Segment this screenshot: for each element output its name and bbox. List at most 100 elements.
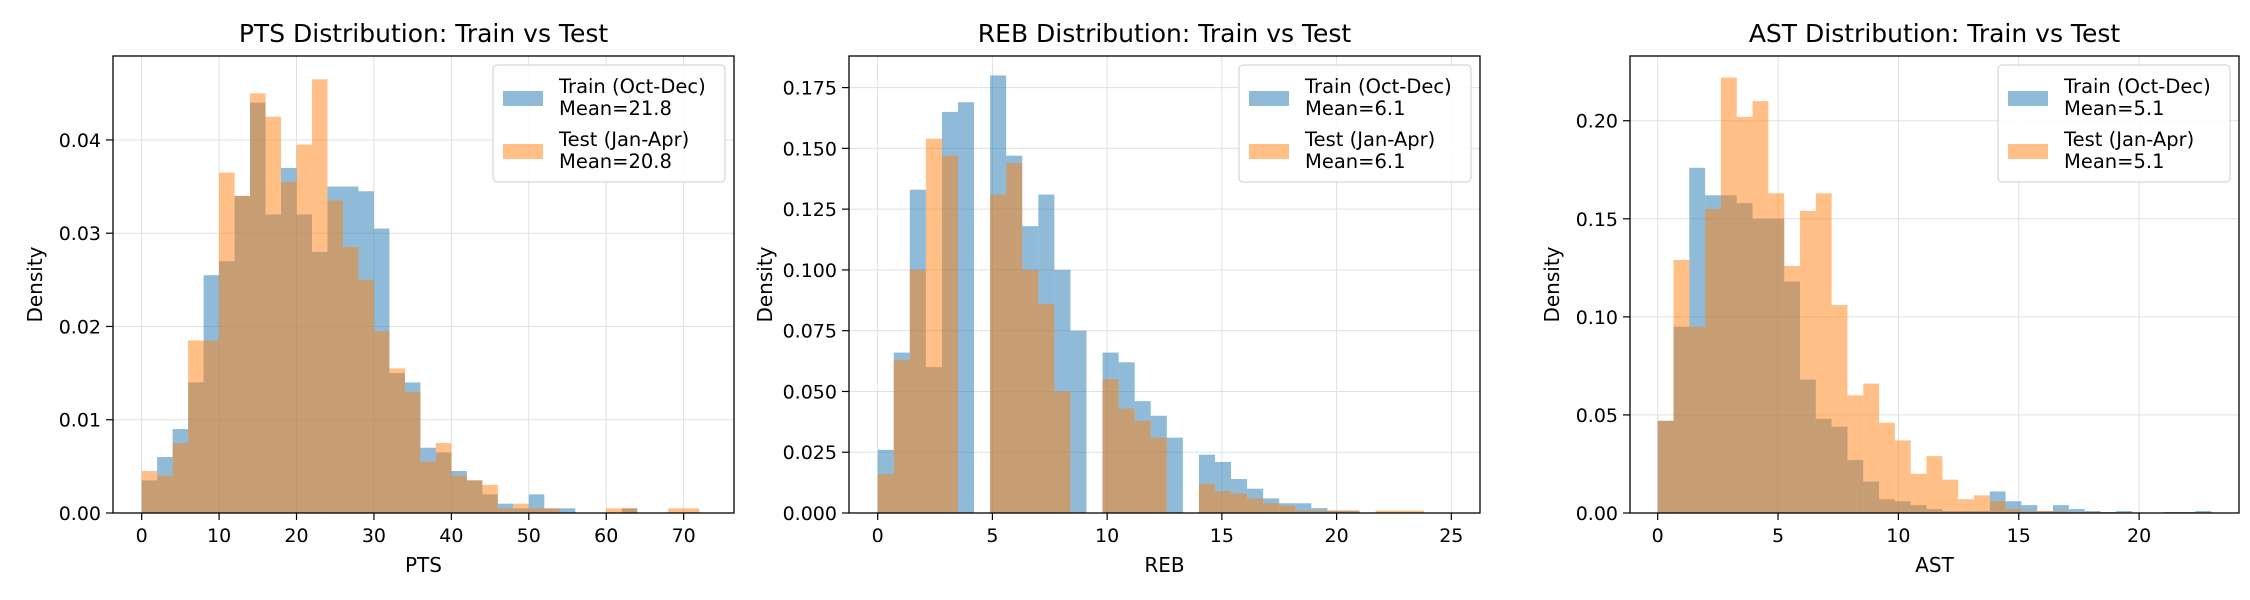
x-tick-label: 15 [1210,525,1234,547]
y-tick-label: 0.20 [1576,111,1618,133]
y-axis-label: Density [1540,246,1564,322]
panel-ast: 0 5 10 15 20 0.00 0.05 0.10 0.15 0.20 AST Distribu… [1540,19,2240,577]
x-tick-label: 20 [284,525,308,547]
panel-reb: 0 5 10 15 20 25 0.000 0.025 0.050 0.075 0.100 0.125… [753,19,1481,577]
histogram-bar [281,181,297,514]
series-test [1657,77,2069,514]
histogram-bar [1134,420,1151,513]
legend-swatch [2008,91,2048,106]
histogram-bar [1343,510,1360,513]
x-tick-label: 15 [2007,525,2031,547]
histogram-bar [1102,379,1119,513]
x-axis-label: AST [1915,553,1954,577]
histogram-bar [909,269,926,513]
y-axis-label: Density [23,246,47,322]
histogram-bar [1263,503,1280,513]
x-tick-label: 60 [594,525,618,547]
y-axis-label: Density [753,246,777,322]
histogram-bar [1247,498,1264,513]
histogram-bar [482,485,498,513]
histogram-bar [466,480,483,513]
histogram-bar [1295,510,1312,513]
histogram-bar [311,79,328,513]
y-tick-label: 0.03 [59,223,101,245]
y-tick-label: 0.100 [783,260,837,282]
panel-pts: 0 10 20 30 40 50 60 70 0.00 0.01 0.02 0.03 0.04 PTS D… [23,19,735,577]
y-tick-label: 0.000 [783,503,837,525]
histogram-bar [513,503,529,513]
histogram-bar [157,475,173,513]
y-tick-label: 0.10 [1576,307,1618,329]
legend-box [1238,64,1472,183]
y-tick-label: 0.150 [783,138,837,160]
legend: Train (Oct-Dec)Mean=21.8 Test (Jan-Apr)Me… [492,64,726,183]
histogram-bar [1720,77,1737,513]
histogram-bar [420,461,436,513]
histogram-bar [2068,509,2085,513]
histogram-bar [1942,479,1959,513]
histogram-bar [990,194,1007,513]
histogram-bar [404,391,421,513]
legend-label: Train (Oct-Dec) [2063,75,2211,98]
x-tick-label: 20 [1324,525,1348,547]
y-tick-label: 0.025 [783,442,837,464]
series-test [141,79,700,514]
x-tick-label: 0 [872,525,884,547]
histogram-bar [877,474,894,513]
histogram-bar [250,93,266,513]
histogram-bar [1657,420,1674,513]
x-tick-label: 0 [1652,525,1664,547]
legend-swatch [1249,144,1289,159]
histogram-bar [435,443,452,513]
histogram-bar [2021,505,2038,513]
legend-label: Test (Jan-Apr) [1304,128,1435,151]
x-tick-label: 10 [1886,525,1910,547]
histogram-bar [2053,505,2069,513]
x-tick-label: 40 [439,525,463,547]
x-tick-label: 30 [362,525,386,547]
histogram-bar [219,172,235,513]
histogram-bar [1847,395,1864,513]
y-tick-label: 0.02 [59,316,101,338]
y-tick-label: 0.125 [783,199,837,221]
axes-frame [112,55,735,514]
histogram-bar [1689,326,1706,513]
histogram-bar [188,340,204,513]
x-tick-label: 0 [136,525,148,547]
chart-title: AST Distribution: Train vs Test [1749,19,2121,48]
histogram-bar [389,368,405,513]
histogram-bar [1831,305,1848,513]
legend-swatch [503,144,543,159]
series-test [877,138,1424,514]
histogram-bar [683,508,700,513]
legend-swatch [2008,144,2048,159]
histogram-bar [1736,116,1753,513]
x-tick-label: 25 [1439,525,1463,547]
y-tick-label: 0.05 [1576,405,1618,427]
histogram-bar [2037,511,2054,513]
y-tick-label: 0.01 [59,410,101,432]
histogram-bar [296,144,312,513]
histogram-bar [327,200,343,513]
histogram-bar [1910,473,1927,513]
y-tick-label: 0.04 [59,130,101,152]
legend-label: Mean=20.8 [559,150,672,173]
histogram-bar [2005,509,2022,513]
x-tick-label: 5 [986,525,998,547]
chart-title: REB Distribution: Train vs Test [978,19,1352,48]
histogram-bar [544,508,560,513]
x-axis-label: PTS [405,553,442,577]
legend-label: Mean=6.1 [1305,150,1405,173]
y-tick-label: 0.00 [59,503,101,525]
histogram-bar [2195,511,2212,513]
histogram-bar [1118,408,1135,513]
histogram-bar [1150,437,1167,513]
histogram-bar [358,279,374,513]
histogram-bar [893,359,910,513]
histogram-bar [1054,391,1071,513]
legend-label: Test (Jan-Apr) [2063,128,2194,151]
histogram-bar [1894,440,1911,513]
histogram-bar [2084,511,2101,513]
histogram-bar [1038,303,1055,513]
histogram-bar [1958,499,1974,513]
